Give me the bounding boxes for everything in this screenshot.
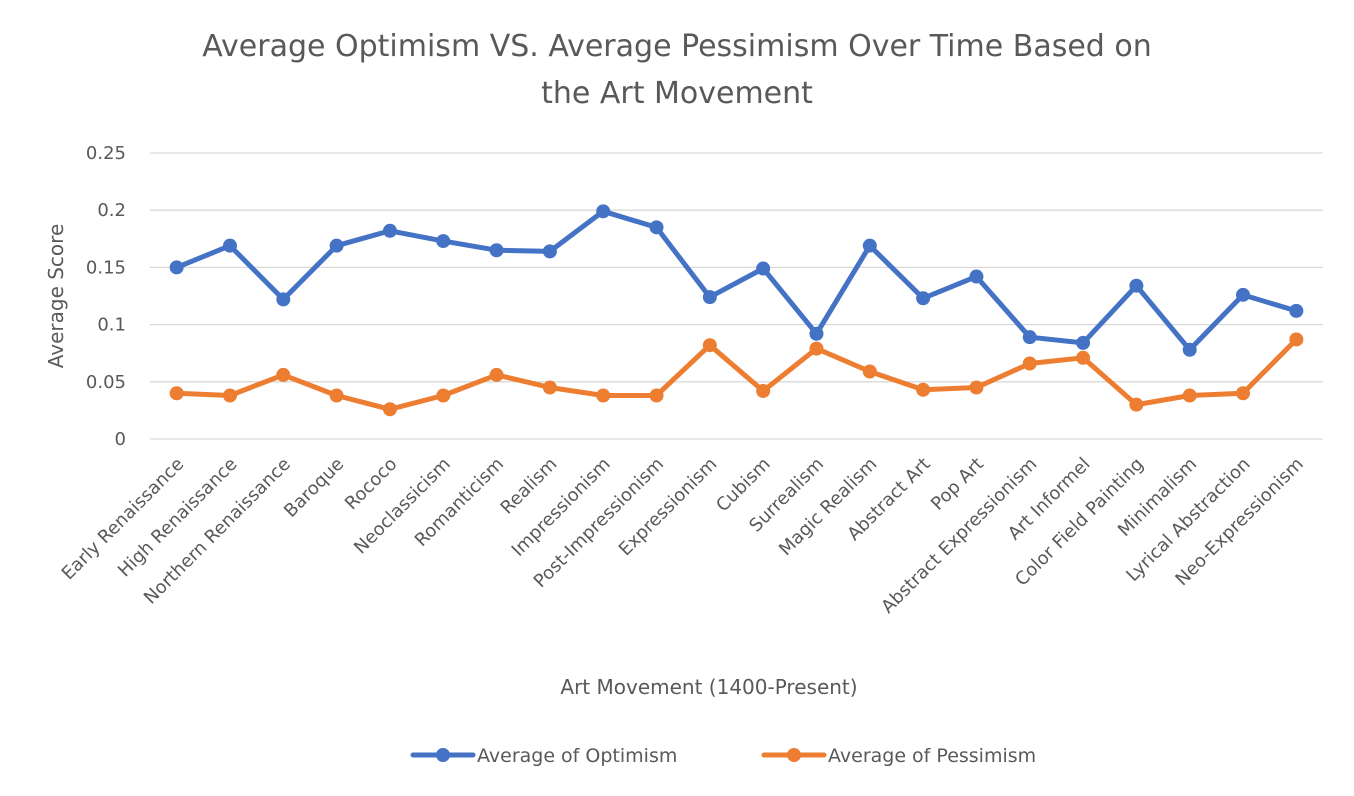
x-tick-label: Neoclassicism <box>350 454 455 559</box>
y-tick-label: 0.25 <box>86 143 126 164</box>
x-axis-title: Art Movement (1400-Present) <box>560 675 857 699</box>
data-point <box>1182 388 1197 403</box>
data-point <box>222 388 237 403</box>
data-point <box>1289 303 1304 318</box>
legend-item: Average of Optimism <box>410 745 677 767</box>
data-point <box>222 238 237 253</box>
data-point <box>1182 342 1197 357</box>
y-axis-ticks: 0 0.05 0.1 0.15 0.2 0.25 <box>86 143 126 450</box>
data-point <box>649 220 664 235</box>
data-point <box>1022 330 1037 345</box>
data-point <box>916 291 931 306</box>
data-point <box>1236 287 1251 302</box>
data-point <box>1076 350 1091 365</box>
x-tick-label: Expressionism <box>615 454 722 561</box>
data-point <box>436 388 451 403</box>
chart-title-line-1: Average Optimism VS. Average Pessimism O… <box>202 29 1151 64</box>
data-point <box>169 386 184 401</box>
data-point <box>382 223 397 238</box>
legend-label: Average of Optimism <box>477 745 677 767</box>
data-point <box>596 388 611 403</box>
data-point <box>542 244 557 259</box>
series-line <box>174 337 1299 412</box>
legend: Average of Optimism Average of Pessimism <box>410 745 1036 767</box>
data-point <box>276 367 291 382</box>
y-tick-label: 0.1 <box>97 315 126 336</box>
data-point <box>649 388 664 403</box>
y-tick-label: 0.2 <box>97 200 126 221</box>
data-point <box>1022 356 1037 371</box>
series-pessimism <box>169 332 1304 417</box>
series-line <box>174 208 1299 353</box>
y-tick-label: 0.05 <box>86 372 126 393</box>
data-point <box>702 290 717 305</box>
data-point <box>596 204 611 219</box>
data-point <box>862 238 877 253</box>
data-point <box>756 383 771 398</box>
series-optimism <box>169 204 1304 357</box>
legend-label: Average of Pessimism <box>828 745 1036 767</box>
data-point <box>969 269 984 284</box>
y-tick-label: 0 <box>115 429 126 450</box>
chart-title: Average Optimism VS. Average Pessimism O… <box>202 29 1151 111</box>
data-point <box>756 261 771 276</box>
gridlines <box>150 152 1323 440</box>
data-point <box>329 388 344 403</box>
series-lines <box>169 204 1304 417</box>
data-point <box>1289 332 1304 347</box>
data-point <box>809 326 824 341</box>
legend-point-marker <box>787 748 801 762</box>
data-point <box>1076 335 1091 350</box>
data-point <box>809 341 824 356</box>
data-point <box>169 260 184 275</box>
x-tick-label: Baroque <box>280 454 348 522</box>
legend-item: Average of Pessimism <box>761 745 1036 767</box>
y-axis-title: Average Score <box>44 224 68 369</box>
data-point <box>276 292 291 307</box>
data-point <box>542 380 557 395</box>
data-point <box>329 238 344 253</box>
data-point <box>1129 278 1144 293</box>
data-point <box>916 382 931 397</box>
chart-title-line-2: the Art Movement <box>541 76 813 111</box>
data-point <box>969 380 984 395</box>
data-point <box>702 338 717 353</box>
data-point <box>1129 397 1144 412</box>
data-point <box>1236 386 1251 401</box>
legend-point-marker <box>436 748 450 762</box>
data-point <box>862 364 877 379</box>
data-point <box>489 243 504 258</box>
data-point <box>382 402 397 417</box>
y-tick-label: 0.15 <box>86 257 126 278</box>
data-point <box>436 234 451 249</box>
data-point <box>489 367 504 382</box>
